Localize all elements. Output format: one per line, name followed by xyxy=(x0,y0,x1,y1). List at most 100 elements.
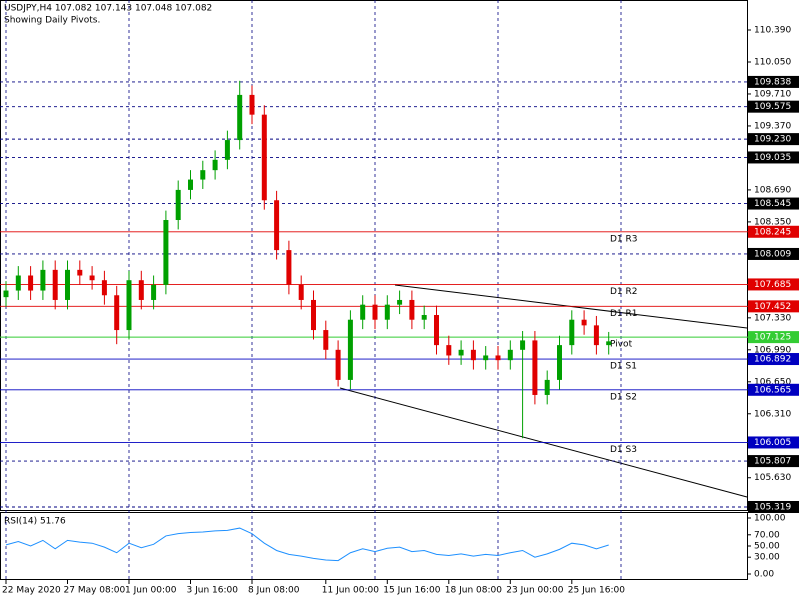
candle-body xyxy=(212,159,218,171)
level-value-label: 109.035 xyxy=(754,153,791,163)
level-value-label: 107.125 xyxy=(754,333,791,343)
x-tick-label: 11 Jun 00:00 xyxy=(322,586,379,596)
level-value-label: 109.838 xyxy=(754,77,791,87)
candle-body xyxy=(470,349,476,361)
candle-body xyxy=(188,179,193,190)
level-value-label: 109.230 xyxy=(754,135,791,145)
y-tick-label: 107.330 xyxy=(754,313,791,323)
y-tick-label: 108.690 xyxy=(754,185,791,195)
candle-body xyxy=(409,299,415,320)
level-box xyxy=(748,225,799,238)
candle-body xyxy=(261,114,267,201)
level-name: D1 R1 xyxy=(610,309,638,319)
candle-body xyxy=(360,304,366,320)
candle-body xyxy=(224,140,230,160)
candle-body xyxy=(274,200,280,251)
level-value-label: 108.245 xyxy=(754,227,791,237)
candle-body xyxy=(28,275,34,291)
rsi-frame xyxy=(0,512,748,580)
candle-body xyxy=(593,325,599,346)
level-box xyxy=(748,247,799,260)
candle-body xyxy=(298,284,304,300)
candle-body xyxy=(151,284,157,300)
x-tick-label: 1 Jun 00:00 xyxy=(125,586,177,596)
candle-body xyxy=(3,290,9,298)
candle-body xyxy=(126,280,132,331)
candle-body xyxy=(40,269,46,291)
y-tick-label: 109.370 xyxy=(754,121,791,131)
candle-body xyxy=(483,355,489,361)
candle-body xyxy=(446,345,452,356)
candle-body xyxy=(89,275,95,281)
level-box xyxy=(748,100,799,113)
level-box xyxy=(748,75,799,88)
candle-body xyxy=(52,269,58,300)
rsi-tick-label: 100.00 xyxy=(754,513,786,523)
level-value-label: 107.685 xyxy=(754,280,791,290)
candle-body xyxy=(175,189,181,221)
y-tick-label: 109.710 xyxy=(754,89,791,99)
candle-body xyxy=(347,319,353,380)
candle-body xyxy=(458,349,464,356)
level-value-label: 105.807 xyxy=(754,457,791,467)
rsi-tick-label: 50.00 xyxy=(754,542,780,552)
level-name: D1 S1 xyxy=(610,362,637,372)
candle-body xyxy=(15,275,21,291)
candle-body xyxy=(507,349,513,361)
level-name: Pivot xyxy=(610,340,633,350)
candle-body xyxy=(495,355,501,361)
level-box xyxy=(748,133,799,146)
level-name: D1 S3 xyxy=(610,445,637,455)
candle-body xyxy=(249,94,255,115)
y-tick-label: 110.390 xyxy=(754,26,791,36)
rsi-title: RSI(14) 51.76 xyxy=(4,517,66,527)
candle-body xyxy=(384,304,390,320)
x-tick-label: 25 Jun 16:00 xyxy=(568,586,625,596)
level-value-label: 106.892 xyxy=(754,355,791,365)
candle-body xyxy=(114,295,120,331)
level-value-label: 106.005 xyxy=(754,438,791,448)
level-box xyxy=(748,500,799,513)
y-tick-label: 106.650 xyxy=(754,377,791,387)
candle-body xyxy=(557,345,562,380)
candle-body xyxy=(520,340,526,350)
level-box xyxy=(748,197,799,210)
level-value-label: 106.565 xyxy=(754,385,791,395)
x-tick-label: 27 May 08:00 xyxy=(64,586,126,596)
candle-body xyxy=(311,299,316,331)
candle-body xyxy=(101,280,107,296)
level-value-label: 107.452 xyxy=(754,302,791,312)
candle-body xyxy=(569,319,575,346)
y-tick-label: 105.630 xyxy=(754,473,791,483)
level-box xyxy=(748,383,799,396)
candle-body xyxy=(606,341,612,346)
x-tick-label: 15 Jun 16:00 xyxy=(383,586,440,596)
y-tick-label: 106.990 xyxy=(754,345,791,355)
level-name: D1 R3 xyxy=(610,234,638,244)
candle-body xyxy=(200,170,206,180)
candle-body xyxy=(286,250,292,285)
pivot-note: Showing Daily Pivots. xyxy=(4,16,100,26)
rsi-line xyxy=(5,527,609,562)
candle-body xyxy=(421,315,427,320)
level-value-label: 108.545 xyxy=(754,199,791,209)
level-box xyxy=(748,331,799,344)
level-box xyxy=(748,436,799,449)
level-box xyxy=(748,353,799,366)
candle-body xyxy=(138,280,144,300)
level-value-label: 109.575 xyxy=(754,102,791,112)
level-value-label: 105.319 xyxy=(754,502,791,512)
candle-body xyxy=(372,304,378,320)
candle-body xyxy=(434,315,439,346)
candle-body xyxy=(532,340,538,395)
candle-body xyxy=(335,349,341,380)
level-name: D1 S2 xyxy=(610,392,637,402)
y-tick-label: 106.310 xyxy=(754,409,791,419)
x-tick-label: 3 Jun 16:00 xyxy=(187,586,239,596)
rsi-tick-label: 0.00 xyxy=(754,570,774,580)
x-tick-label: 23 Jun 00:00 xyxy=(506,586,563,596)
x-tick-label: 8 Jun 08:00 xyxy=(248,586,300,596)
level-box xyxy=(748,151,799,164)
